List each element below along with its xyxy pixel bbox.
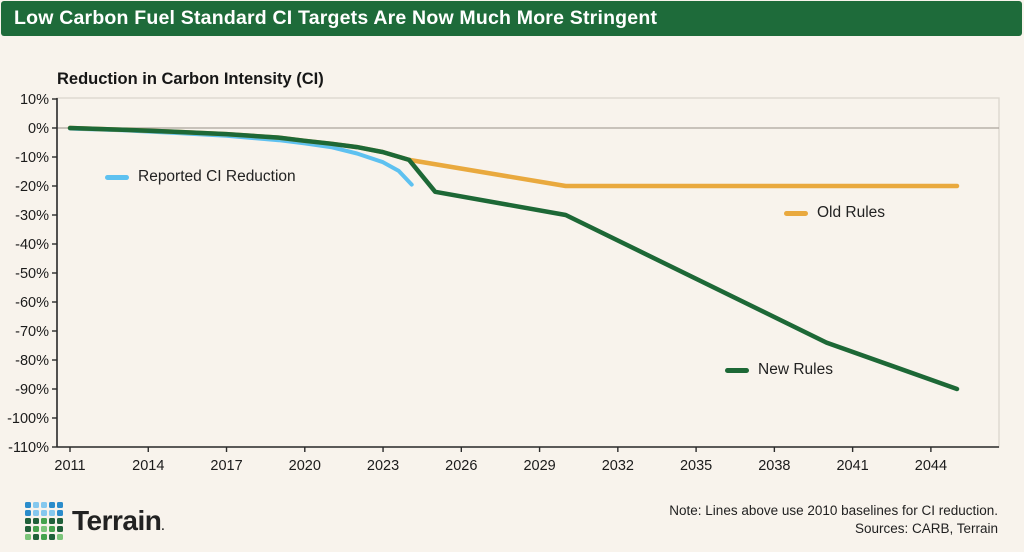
logo-dot bbox=[49, 534, 55, 540]
logo-dot bbox=[25, 526, 31, 532]
y-tick-label: -60% bbox=[15, 295, 49, 311]
y-tick-label: -90% bbox=[15, 382, 49, 398]
x-tick-label: 2044 bbox=[915, 458, 947, 474]
plot-svg: 10% 0% -10% -20% -30% -40% -50% -60% -70% -80% -90… bbox=[7, 92, 1000, 474]
x-tick-label: 2035 bbox=[680, 458, 712, 474]
y-tick-label: -80% bbox=[15, 353, 49, 369]
terrain-logo-grid bbox=[25, 502, 63, 540]
x-tick-label: 2026 bbox=[445, 458, 477, 474]
x-tick-label: 2017 bbox=[210, 458, 242, 474]
x-tick-label: 2020 bbox=[289, 458, 321, 474]
logo-dot bbox=[25, 518, 31, 524]
logo-dot bbox=[49, 518, 55, 524]
x-tick-label: 2029 bbox=[523, 458, 555, 474]
chart-title: Reduction in Carbon Intensity (CI) bbox=[57, 70, 324, 88]
logo-dot bbox=[25, 534, 31, 540]
legend-swatch-reported-ci-reduction bbox=[105, 174, 129, 180]
legend-swatch-old-rules bbox=[784, 210, 808, 216]
logo-dot bbox=[57, 526, 63, 532]
sources-line: Sources: CARB, Terrain bbox=[854, 520, 998, 536]
x-tick-label: 2011 bbox=[54, 458, 85, 474]
legend-item-reported-ci-reduction: Reported CI Reduction bbox=[105, 167, 296, 187]
series-line-new-rules bbox=[67, 125, 960, 392]
x-tick-label: 2041 bbox=[836, 458, 868, 474]
note-line: Note: Lines above use 2010 baselines for… bbox=[669, 503, 998, 518]
x-tick-label: 2023 bbox=[367, 458, 399, 474]
plot-border bbox=[56, 97, 1000, 448]
logo-dot bbox=[57, 510, 63, 516]
logo-dot bbox=[49, 526, 55, 532]
legend-label: New Rules bbox=[758, 361, 833, 378]
logo-dot bbox=[57, 518, 63, 524]
y-tick-label: -110% bbox=[8, 440, 49, 456]
logo-dot bbox=[33, 526, 39, 532]
logo-dot bbox=[41, 510, 47, 516]
logo-dot bbox=[25, 510, 31, 516]
y-tick-label: -40% bbox=[15, 237, 49, 253]
brand-wordmark: Terrain. bbox=[72, 505, 164, 537]
logo-dot bbox=[41, 502, 47, 508]
x-tick-label: 2014 bbox=[132, 458, 164, 474]
brand-text: Terrain bbox=[72, 505, 162, 536]
y-tick-label: -50% bbox=[15, 266, 49, 282]
logo-dot bbox=[41, 526, 47, 532]
footer-note: Note: Lines above use 2010 baselines for… bbox=[669, 502, 998, 537]
y-tick-label: -70% bbox=[15, 324, 49, 340]
y-tick-label: -100% bbox=[7, 411, 49, 427]
brand-trademark-dot: . bbox=[161, 521, 164, 533]
y-tick-label: -30% bbox=[15, 208, 49, 224]
logo-dot bbox=[41, 534, 47, 540]
y-tick-label: -10% bbox=[15, 150, 49, 166]
header-bar: Low Carbon Fuel Standard CI Targets Are … bbox=[1, 1, 1022, 36]
legend-label: Old Rules bbox=[817, 204, 886, 221]
logo-dot bbox=[49, 510, 55, 516]
logo-dot bbox=[33, 518, 39, 524]
x-tick-label: 2032 bbox=[602, 458, 634, 474]
logo-dot bbox=[33, 502, 39, 508]
y-tick-label: 0% bbox=[28, 121, 49, 137]
logo-dot bbox=[57, 534, 63, 540]
logo-dot bbox=[25, 502, 31, 508]
logo-dot bbox=[33, 510, 39, 516]
logo-dot bbox=[33, 534, 39, 540]
logo-dot bbox=[41, 518, 47, 524]
logo-dot bbox=[57, 502, 63, 508]
legend-item-old-rules: Old Rules bbox=[784, 203, 885, 223]
logo-dot bbox=[49, 502, 55, 508]
legend-swatch-new-rules bbox=[725, 367, 749, 373]
y-tick-label: 10% bbox=[20, 92, 49, 108]
legend-item-new-rules: New Rules bbox=[725, 360, 833, 380]
y-tick-label: -20% bbox=[15, 179, 49, 195]
x-tick-label: 2038 bbox=[758, 458, 790, 474]
page-title: Low Carbon Fuel Standard CI Targets Are … bbox=[14, 7, 658, 29]
legend-label: Reported CI Reduction bbox=[138, 168, 296, 185]
